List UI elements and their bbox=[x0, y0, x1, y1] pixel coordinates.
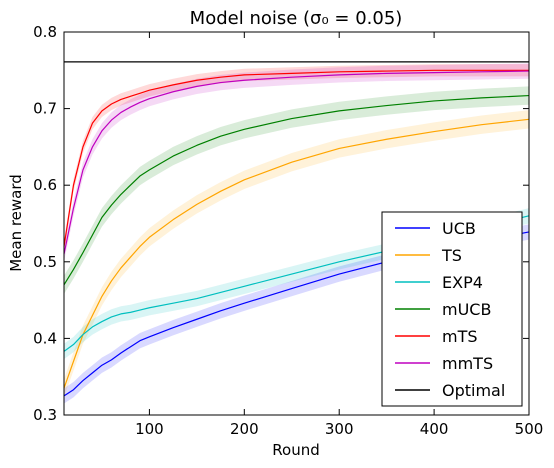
legend-label-ucb: UCB bbox=[442, 219, 476, 238]
band-ts bbox=[64, 110, 529, 398]
chart-title: Model noise (σ₀ = 0.05) bbox=[190, 8, 403, 29]
x-tick-label: 300 bbox=[325, 420, 354, 438]
y-tick-label: 0.4 bbox=[33, 329, 57, 347]
x-axis-label: Round bbox=[272, 441, 319, 459]
y-axis-label: Mean reward bbox=[7, 174, 25, 272]
series-lines bbox=[63, 61, 530, 397]
y-tick-label: 0.8 bbox=[33, 23, 57, 41]
line-mucb bbox=[63, 94, 530, 286]
line-mts bbox=[63, 69, 529, 247]
legend-label-ts: TS bbox=[441, 246, 462, 265]
axis-ticks: 100 200 300 400 500 0.3 0.4 0.5 0.6 0.7 0.8 bbox=[33, 23, 543, 438]
legend: UCB TS EXP4 mUCB mTS mmTS Optimal bbox=[381, 211, 523, 407]
x-tick-label: 200 bbox=[230, 420, 259, 438]
legend-label-mts: mTS bbox=[442, 327, 478, 346]
x-tick-label: 400 bbox=[420, 420, 449, 438]
y-tick-label: 0.6 bbox=[33, 176, 57, 194]
y-tick-label: 0.3 bbox=[33, 406, 57, 424]
x-tick-label: 100 bbox=[135, 420, 164, 438]
x-tick-label: 500 bbox=[515, 420, 544, 438]
plot-frame bbox=[63, 31, 530, 416]
y-tick-label: 0.5 bbox=[33, 253, 57, 271]
line-exp4 bbox=[63, 215, 530, 352]
legend-label-mmts: mmTS bbox=[442, 354, 493, 373]
legend-label-optimal: Optimal bbox=[442, 381, 505, 400]
y-tick-label: 0.7 bbox=[33, 100, 57, 118]
legend-label-exp4: EXP4 bbox=[442, 273, 483, 292]
line-ucb bbox=[63, 231, 530, 397]
line-mmts bbox=[63, 70, 530, 255]
legend-label-mucb: mUCB bbox=[442, 300, 491, 319]
line-ts bbox=[63, 118, 530, 389]
